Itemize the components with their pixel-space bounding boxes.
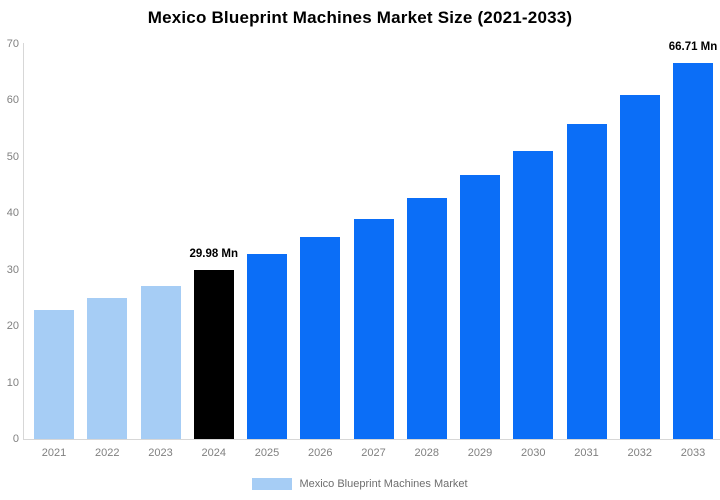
x-tick-label: 2023 — [148, 447, 173, 459]
bar-2033 — [673, 62, 713, 439]
x-tick-label: 2026 — [308, 447, 333, 459]
y-tick-label: 60 — [6, 94, 19, 107]
x-tick-label: 2032 — [627, 447, 652, 459]
legend-swatch — [252, 478, 293, 490]
bar-2024 — [193, 269, 234, 439]
y-tick-label: 0 — [12, 433, 19, 445]
chart-title: Mexico Blueprint Machines Market Size (2… — [147, 8, 573, 27]
x-tick-label: 2033 — [680, 447, 706, 459]
bar-2023 — [140, 285, 181, 439]
y-tick-label: 10 — [6, 376, 19, 389]
bar-value-label: 66.71 Mn — [668, 40, 718, 53]
bar-2029 — [460, 174, 500, 439]
x-tick-label: 2025 — [254, 447, 280, 459]
y-tick-label: 70 — [6, 38, 19, 50]
y-axis-line — [23, 43, 24, 439]
legend: Mexico Blueprint Machines Market — [0, 475, 720, 493]
x-tick-label: 2024 — [201, 447, 226, 459]
y-tick-label: 50 — [6, 150, 19, 163]
x-tick-label: 2028 — [414, 447, 439, 459]
x-tick-label: 2031 — [574, 447, 599, 459]
bar-2028 — [406, 198, 447, 439]
bar-2030 — [513, 150, 554, 439]
bar-value-label: 29.98 Mn — [189, 247, 239, 260]
bar-2026 — [300, 236, 341, 439]
x-tick-label: 2029 — [467, 447, 493, 459]
x-tick-label: 2022 — [95, 447, 120, 459]
bar-2032 — [619, 94, 660, 439]
bar-2021 — [34, 310, 74, 439]
y-tick-label: 30 — [6, 263, 19, 276]
y-tick-label: 20 — [6, 320, 19, 333]
legend-label: Mexico Blueprint Machines Market — [299, 478, 468, 490]
x-tick-label: 2027 — [361, 447, 386, 459]
x-tick-label: 2030 — [521, 447, 546, 459]
bar-2027 — [353, 218, 394, 439]
y-tick-label: 40 — [6, 207, 19, 220]
bar-2025 — [247, 254, 287, 439]
bar-2022 — [87, 298, 128, 439]
x-tick-label: 2021 — [41, 447, 67, 459]
x-axis-line — [23, 439, 720, 440]
bar-2031 — [566, 123, 607, 439]
